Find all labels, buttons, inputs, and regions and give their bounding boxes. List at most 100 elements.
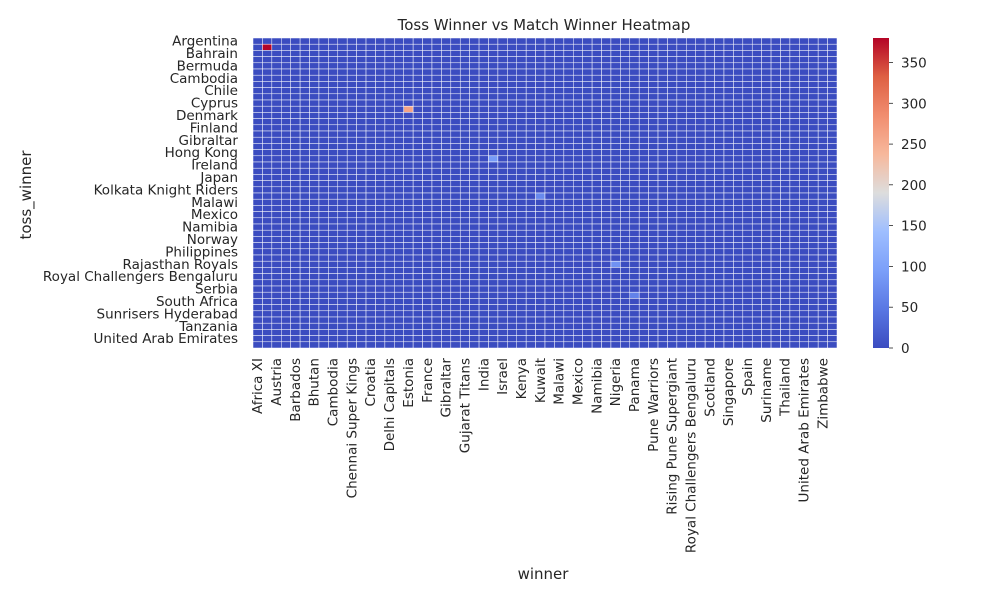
heatmap-cell	[290, 217, 301, 225]
heatmap-cell	[281, 124, 291, 132]
heatmap-cell	[620, 74, 631, 82]
heatmap-cell	[554, 118, 565, 126]
heatmap-cell	[573, 198, 583, 206]
heatmap-cell	[723, 161, 734, 169]
heatmap-cell	[356, 205, 367, 212]
heatmap-cell	[516, 254, 527, 262]
heatmap-cell	[563, 254, 574, 262]
heatmap-cell	[507, 279, 517, 287]
heatmap-cell	[488, 81, 499, 88]
heatmap-cell	[601, 335, 612, 343]
heatmap-cell	[375, 186, 386, 194]
heatmap-cell	[676, 43, 687, 51]
heatmap-cell	[525, 198, 536, 206]
heatmap-cell	[780, 174, 791, 181]
heatmap-cell	[573, 81, 583, 88]
heatmap-cell	[346, 310, 357, 318]
heatmap-cell	[450, 229, 461, 237]
heatmap-cell	[761, 56, 772, 64]
heatmap-cell	[544, 205, 555, 212]
heatmap-cell	[535, 192, 546, 200]
heatmap-cell	[375, 329, 386, 336]
heatmap-cell	[827, 298, 838, 305]
heatmap-cell	[337, 192, 348, 200]
heatmap-cell	[516, 335, 527, 343]
x-tick-label: Zimbabwe	[815, 358, 831, 429]
heatmap-cell	[657, 143, 668, 150]
heatmap-cell	[412, 155, 423, 163]
heatmap-cell	[431, 87, 442, 95]
heatmap-cell	[262, 130, 273, 138]
heatmap-cell	[535, 316, 546, 324]
heatmap-cell	[507, 267, 517, 274]
heatmap-cell	[469, 236, 480, 243]
heatmap-cell	[695, 149, 706, 157]
heatmap-cell	[422, 229, 433, 237]
heatmap-cell	[676, 180, 687, 188]
heatmap-cell	[525, 223, 536, 231]
heatmap-cell	[346, 105, 357, 113]
heatmap-cell	[591, 211, 602, 219]
heatmap-cell	[365, 81, 376, 88]
heatmap-cell	[450, 167, 461, 175]
heatmap-cell	[620, 211, 631, 219]
heatmap-cell	[610, 273, 621, 281]
heatmap-cell	[431, 192, 442, 200]
heatmap-cell	[695, 81, 706, 88]
heatmap-cell	[657, 68, 668, 76]
heatmap-cell	[563, 99, 574, 107]
heatmap-cell	[412, 304, 423, 312]
heatmap-cell	[780, 205, 791, 212]
heatmap-cell	[488, 285, 499, 293]
heatmap-cell	[573, 37, 583, 45]
heatmap-cell	[761, 186, 772, 194]
heatmap-cell	[525, 62, 536, 70]
heatmap-cell	[817, 186, 828, 194]
heatmap-cell	[554, 304, 565, 312]
heatmap-cell	[290, 198, 301, 206]
heatmap-cell	[281, 130, 291, 138]
heatmap-cell	[573, 93, 583, 101]
heatmap-cell	[733, 273, 744, 281]
heatmap-cell	[441, 50, 452, 57]
heatmap-cell	[789, 62, 800, 70]
heatmap-cell	[780, 322, 791, 330]
heatmap-cell	[441, 161, 452, 169]
heatmap-cell	[714, 143, 725, 150]
heatmap-cell	[384, 50, 395, 57]
heatmap-cell	[601, 99, 612, 107]
heatmap-cell	[780, 211, 791, 219]
heatmap-cell	[525, 149, 536, 157]
heatmap-cell	[299, 124, 310, 132]
heatmap-cell	[629, 99, 640, 107]
heatmap-cell	[403, 124, 414, 132]
heatmap-cell	[714, 174, 725, 181]
heatmap-cell	[629, 143, 640, 150]
heatmap-cell	[591, 279, 602, 287]
heatmap-cell	[667, 335, 678, 343]
heatmap-cell	[488, 341, 499, 349]
heatmap-cell	[742, 335, 753, 343]
heatmap-cell	[497, 273, 508, 281]
heatmap-cell	[610, 291, 621, 299]
heatmap-cell	[742, 174, 753, 181]
heatmap-cell	[450, 87, 461, 95]
heatmap-cell	[469, 62, 480, 70]
heatmap-cell	[403, 304, 414, 312]
heatmap-cell	[488, 242, 499, 250]
heatmap-cell	[328, 99, 339, 107]
heatmap-cell	[770, 161, 781, 169]
heatmap-cell	[328, 341, 339, 349]
heatmap-cell	[667, 180, 678, 188]
heatmap-cell	[346, 130, 357, 138]
heatmap-cell	[780, 229, 791, 237]
heatmap-cell	[450, 74, 461, 82]
heatmap-cell	[799, 118, 809, 126]
heatmap-cell	[299, 254, 310, 262]
heatmap-cell	[704, 180, 715, 188]
heatmap-cell	[384, 211, 395, 219]
heatmap-cell	[252, 43, 263, 51]
heatmap-cell	[497, 149, 508, 157]
heatmap-cell	[733, 242, 744, 250]
heatmap-cell	[299, 149, 310, 157]
